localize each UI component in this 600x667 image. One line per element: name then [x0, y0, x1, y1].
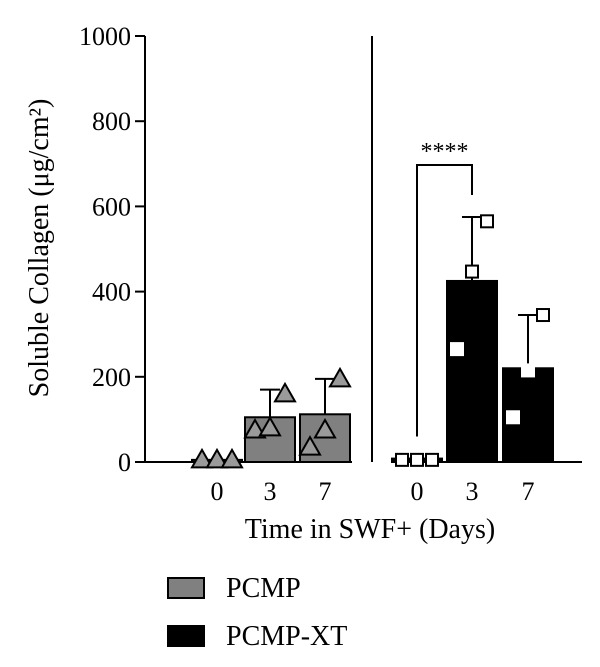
- x-tick-label: 0: [411, 477, 424, 506]
- point-triangle: [190, 447, 214, 469]
- point-square: [536, 308, 550, 323]
- legend-label-pcmp: PCMP: [226, 573, 301, 604]
- point-square: [506, 410, 520, 425]
- legend-swatch-pcmp-xt: [167, 625, 205, 647]
- x-tick-labels: 0 3 7 0 3 7: [211, 477, 535, 506]
- point-square: [465, 264, 479, 279]
- point-triangle: [273, 381, 297, 403]
- point-triangle: [258, 415, 282, 437]
- point-square: [395, 452, 409, 467]
- y-tick-label: 800: [92, 107, 131, 136]
- x-tick-label: 7: [522, 477, 535, 506]
- y-tick-label: 200: [92, 363, 131, 392]
- y-tick-label: 1000: [79, 22, 131, 51]
- point-triangle: [328, 366, 352, 388]
- x-tick-label: 7: [319, 477, 332, 506]
- point-square: [521, 363, 535, 378]
- bar-pcmp-xt-day-3: [446, 279, 498, 464]
- bracket-line: [416, 164, 473, 437]
- point-triangle: [205, 447, 229, 469]
- legend: PCMP PCMP-XT: [167, 573, 347, 652]
- point-square: [450, 342, 464, 357]
- y-tick-label: 400: [92, 278, 131, 307]
- x-tick-label: 0: [211, 477, 224, 506]
- y-axis-title: Soluble Collagen (μg/cm²): [24, 99, 55, 398]
- y-tick-labels: 0 200 400 600 800 1000: [79, 22, 131, 477]
- significance-bracket: ****: [416, 139, 473, 437]
- y-axis: [135, 35, 146, 463]
- point-triangle: [243, 418, 267, 439]
- point-square: [425, 452, 439, 467]
- significance-label: ****: [421, 139, 469, 165]
- point-triangle: [313, 418, 337, 439]
- legend-label-pcmp-xt: PCMP-XT: [226, 621, 347, 652]
- point-triangle: [220, 447, 244, 469]
- point-triangle: [298, 435, 322, 456]
- point-square: [410, 452, 424, 467]
- y-tick-label: 600: [92, 192, 131, 221]
- y-tick-label: 0: [118, 448, 131, 477]
- point-square: [480, 214, 494, 229]
- legend-swatch-pcmp: [167, 577, 205, 599]
- x-tick-label: 3: [466, 477, 479, 506]
- data-points: [190, 214, 550, 469]
- x-axis-title: Time in SWF+ (Days): [245, 514, 495, 545]
- x-tick-label: 3: [264, 477, 277, 506]
